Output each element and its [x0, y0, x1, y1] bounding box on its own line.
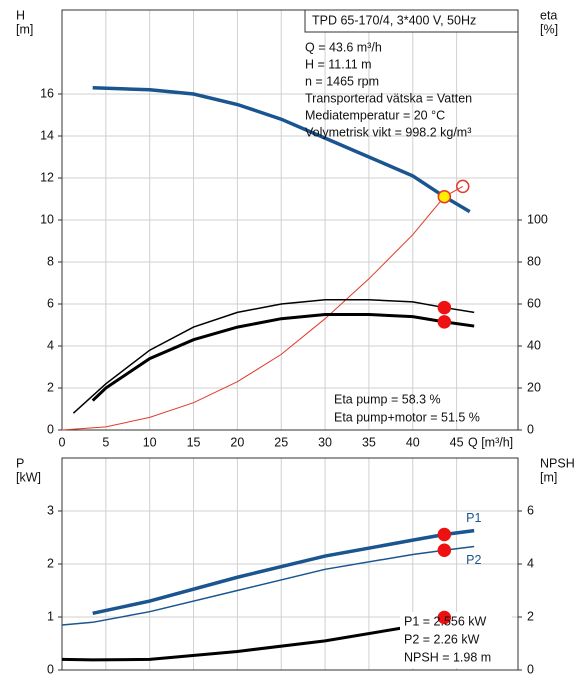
y-tick-label: 1: [47, 609, 54, 623]
note-line: NPSH = 1.98 m: [404, 650, 491, 664]
operating-point: [437, 527, 452, 542]
info-line: H = 11.11 m: [305, 57, 372, 71]
y2-tick-label: 20: [527, 380, 541, 394]
series-label: P1: [466, 511, 481, 525]
info-box: [304, 9, 519, 33]
operating-point: [437, 543, 452, 557]
y-tick-label: 0: [47, 662, 54, 676]
y-tick-label: 6: [47, 296, 54, 310]
info-line: Volymetrisk vikt = 998.2 kg/m³: [305, 125, 471, 139]
y-tick-label: 4: [47, 338, 54, 352]
y-axis-label: H: [16, 8, 25, 22]
y2-tick-label: 0: [527, 662, 534, 676]
y-tick-label: 0: [47, 422, 54, 436]
x-tick-label: 5: [102, 435, 109, 449]
operating-point: [437, 315, 452, 329]
y2-tick-label: 40: [527, 338, 541, 352]
y-tick-label: 10: [40, 212, 54, 226]
curve: [72, 299, 475, 414]
y-tick-label: 16: [40, 86, 54, 100]
x-tick-label: 20: [230, 435, 244, 449]
curve: [92, 85, 471, 214]
note-line: P2 = 2.26 kW: [404, 632, 480, 646]
y2-tick-label: 80: [527, 254, 541, 268]
info-line: Transporterad vätska = Vatten: [305, 91, 472, 105]
y2-axis-label: eta: [540, 8, 557, 22]
note-line: Eta pump+motor = 51.5 %: [334, 410, 480, 424]
x-tick-label: 45: [450, 435, 464, 449]
curve: [61, 626, 402, 662]
y2-tick-label: 0: [527, 422, 534, 436]
y-tick-label: 14: [40, 128, 54, 142]
operating-point: [437, 610, 452, 625]
plot-frame: [61, 9, 519, 431]
operating-point: [456, 179, 470, 194]
x-tick-label: 35: [362, 435, 376, 449]
y2-axis-label: [%]: [540, 22, 558, 36]
y-tick-label: 12: [40, 170, 54, 184]
info-line: n = 1465 rpm: [305, 74, 379, 88]
y2-tick-label: 6: [527, 503, 534, 517]
y-tick-label: 8: [47, 254, 54, 268]
x-tick-label: 25: [274, 435, 288, 449]
x-tick-label: 15: [187, 435, 201, 449]
y-axis-label: [kW]: [16, 470, 41, 484]
curve: [61, 185, 463, 431]
operating-point: [437, 300, 452, 315]
note-line: Eta pump = 58.3 %: [334, 392, 441, 406]
x-tick-label: 0: [59, 435, 66, 449]
y-tick-label: 3: [47, 503, 54, 517]
y2-axis-label: [m]: [540, 470, 557, 484]
x-tick-label: 40: [406, 435, 420, 449]
curve: [91, 313, 475, 402]
note-line: P1 = 2.556 kW: [404, 614, 487, 628]
y-axis-label: P: [16, 456, 24, 470]
info-line: Mediatemperatur = 20 °C: [305, 108, 445, 122]
info-title: TPD 65-170/4, 3*400 V, 50Hz: [312, 13, 476, 27]
operating-point: [437, 189, 452, 204]
y-tick-label: 2: [47, 556, 54, 570]
info-line: Q = 43.6 m³/h: [305, 40, 382, 54]
note-box: [400, 612, 512, 668]
y2-axis-label: NPSH: [540, 456, 575, 470]
y2-tick-label: 100: [527, 212, 548, 226]
plot-frame: [61, 457, 519, 671]
series-label: P2: [466, 553, 481, 567]
y2-tick-label: 4: [527, 556, 534, 570]
y2-tick-label: 2: [527, 609, 534, 623]
x-tick-label: 30: [318, 435, 332, 449]
y2-tick-label: 60: [527, 296, 541, 310]
x-tick-label: 10: [143, 435, 157, 449]
x-axis-label: Q [m³/h]: [468, 435, 513, 449]
y-tick-label: 2: [47, 380, 54, 394]
y-axis-label: [m]: [16, 22, 33, 36]
